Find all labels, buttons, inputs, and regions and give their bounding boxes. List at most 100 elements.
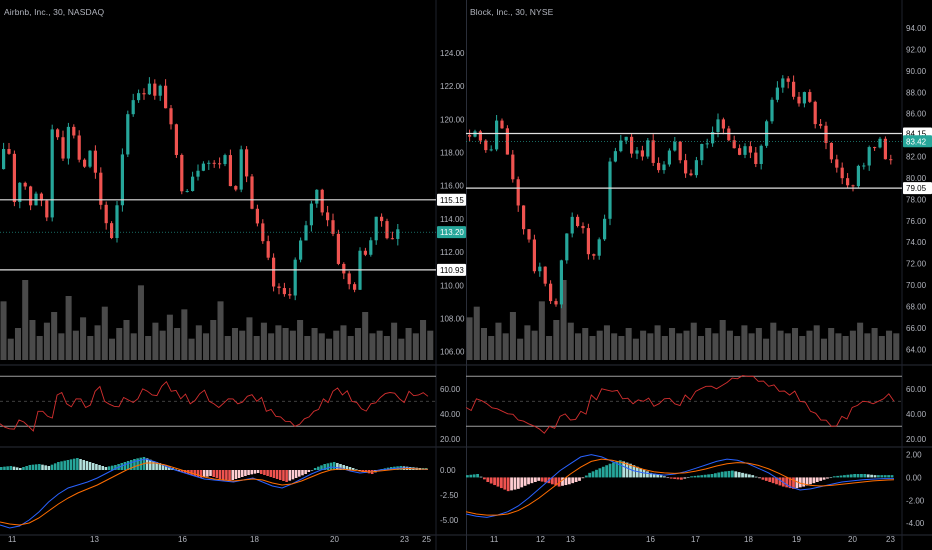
volume-bar [784, 333, 791, 360]
macd-histogram-bar [266, 470, 269, 476]
chart-pane-airbnb[interactable]: 124.00 122.00 120.00 118.00 116.00 114.00 112.… [0, 0, 466, 550]
volume-bar [210, 320, 217, 360]
rsi-line [466, 375, 895, 434]
volume-bar [726, 330, 733, 360]
volume-bar [618, 336, 625, 360]
macd-histogram-bar [79, 459, 82, 470]
candle-down [727, 128, 731, 141]
macd-histogram-bar [727, 470, 731, 478]
volume-bar [231, 328, 238, 360]
macd-histogram-bar [269, 470, 273, 477]
time-axis-label: 11 [8, 535, 17, 544]
price-tick-label: 74.00 [906, 238, 927, 247]
volume-bar [340, 325, 347, 360]
macd-histogram-bar [809, 477, 812, 485]
candle-up [131, 100, 135, 115]
last-price-tag-text: 83.42 [906, 137, 927, 146]
chart-canvas-block[interactable]: 94.0092.0090.0088.0086.0084.0082.0080.00… [466, 0, 932, 550]
price-tick-label: 86.00 [906, 110, 927, 119]
macd-histogram-bar [110, 465, 114, 470]
macd-histogram-bar [520, 477, 524, 488]
candle-down [363, 250, 367, 255]
macd-histogram-bar [625, 462, 629, 478]
macd-histogram-bar [839, 475, 843, 478]
macd-histogram-bar [19, 468, 22, 470]
macd-histogram-bar [605, 465, 609, 478]
macd-histogram-bar [237, 470, 241, 478]
macd-histogram-bar [877, 475, 880, 478]
chart-canvas-airbnb[interactable]: 124.00 122.00 120.00 118.00 116.00 114.00 112.… [0, 0, 466, 550]
volume-bar [690, 322, 697, 360]
macd-histogram-bar [581, 477, 585, 479]
macd-histogram-bar [744, 473, 748, 478]
candle-up [673, 141, 677, 151]
pane-divider[interactable] [466, 0, 467, 550]
candle-down [549, 283, 553, 302]
volume-bar [799, 336, 806, 360]
last-price-tag [437, 226, 466, 239]
macd-histogram-bar [533, 477, 537, 482]
macd-histogram-bar [285, 470, 288, 482]
volume-bar [603, 325, 610, 360]
candle-down [320, 189, 324, 213]
macd-histogram-bar [329, 462, 333, 470]
macd-histogram-bar [82, 460, 85, 470]
volume-bar [101, 306, 108, 360]
macd-histogram-bar [618, 460, 622, 478]
macd-histogram-bar [139, 457, 143, 470]
time-axis-label: 19 [792, 535, 801, 544]
macd-histogram-bar [12, 466, 16, 470]
volume-bar [502, 333, 509, 360]
volume-bar [239, 330, 246, 360]
volume-bar [109, 338, 116, 360]
candle-down [174, 124, 178, 155]
macd-histogram-bar [358, 470, 361, 471]
candle-down [228, 155, 232, 187]
candle-down [651, 140, 655, 163]
macd-histogram-bar [50, 464, 54, 470]
price-tick-label: 118.00 [440, 149, 464, 158]
volume-bar [181, 309, 188, 360]
volume-bar [72, 330, 79, 360]
volume-bar [813, 325, 820, 360]
candle-down [180, 154, 184, 192]
time-axis-label: 20 [330, 535, 339, 544]
chart-title-block: Block, Inc., 30, NYSE [470, 7, 554, 17]
macd-histogram-bar [866, 474, 870, 478]
macd-histogram-bar [275, 470, 279, 479]
macd-histogram-bar [771, 477, 775, 484]
chart-pane-block[interactable]: 94.0092.0090.0088.0086.0084.0082.0080.00… [466, 0, 932, 550]
candle-up [18, 182, 22, 203]
volume-bar [625, 328, 632, 360]
candle-down [380, 216, 384, 222]
macd-histogram-bar [853, 474, 857, 478]
macd-histogram-bar [256, 470, 260, 473]
candle-down [586, 228, 590, 255]
candle-up [147, 83, 151, 95]
macd-histogram-bar [856, 474, 860, 478]
volume-bar [427, 330, 434, 360]
candle-down [689, 173, 693, 176]
macd-histogram-bar [0, 467, 3, 470]
macd-histogram-bar [72, 458, 76, 470]
candle-down [347, 273, 351, 285]
candle-up [158, 85, 162, 96]
macd-histogram-bar [323, 464, 326, 470]
macd-histogram-bar [873, 475, 877, 478]
price-tick-label: 124.00 [440, 49, 465, 58]
candle-up [374, 216, 378, 241]
candle-down [678, 141, 682, 161]
macd-histogram-bar [768, 477, 772, 482]
volume-bar [398, 338, 405, 360]
candle-up [613, 151, 617, 162]
candle-up [624, 136, 628, 141]
candle-up [619, 140, 623, 152]
price-tick-label: 66.00 [906, 324, 927, 333]
macd-histogram-bar [342, 465, 345, 470]
macd-histogram-bar [642, 469, 646, 478]
candle-up [770, 99, 774, 122]
macd-histogram-bar [863, 474, 867, 478]
candle-up [635, 150, 639, 154]
price-level-tag-text: 79.05 [906, 184, 927, 193]
candle-up [2, 148, 6, 170]
